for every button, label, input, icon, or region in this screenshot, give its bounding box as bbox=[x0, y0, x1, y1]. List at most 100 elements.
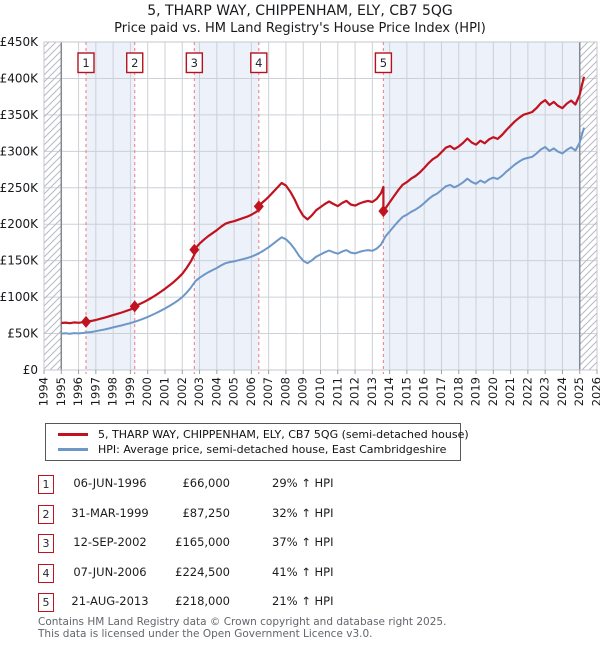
x-tick-label: 2006 bbox=[244, 377, 258, 406]
x-tick-label: 2013 bbox=[365, 377, 379, 406]
sale-date: 12-SEP-2002 bbox=[73, 535, 147, 549]
chart-legend: 5, THARP WAY, CHIPPENHAM, ELY, CB7 5QG (… bbox=[45, 423, 469, 461]
y-axis-labels: £0 £50K £100K £150K £200K £250K £300K £350K £400… bbox=[0, 35, 39, 377]
x-tick-label: 2017 bbox=[434, 377, 448, 406]
x-tick-label: 2024 bbox=[555, 377, 569, 406]
sale-vs-hpi: 37% ↑ HPI bbox=[272, 535, 334, 549]
y-tick-label: £0 bbox=[23, 363, 38, 377]
license-note: Contains HM Land Registry data © Crown c… bbox=[38, 616, 598, 640]
x-tick-label: 2020 bbox=[486, 377, 500, 406]
legend-label-property: 5, THARP WAY, CHIPPENHAM, ELY, CB7 5QG (… bbox=[98, 428, 469, 441]
sale-date: 06-JUN-1996 bbox=[73, 476, 147, 490]
x-tick-label: 2005 bbox=[227, 377, 241, 406]
y-tick-label: £450K bbox=[0, 35, 39, 49]
x-tick-label: 2004 bbox=[209, 377, 223, 406]
x-tick-label: 2009 bbox=[296, 377, 310, 406]
sale-marker-diamond bbox=[80, 315, 91, 328]
sale-vs-hpi: 32% ↑ HPI bbox=[272, 506, 334, 520]
x-tick-label: 2014 bbox=[382, 377, 396, 406]
y-tick-label: £200K bbox=[0, 217, 39, 231]
sale-number-badge: 2 bbox=[38, 505, 54, 524]
legend-row-property: 5, THARP WAY, CHIPPENHAM, ELY, CB7 5QG (… bbox=[52, 427, 469, 442]
x-tick-label: 2026 bbox=[590, 377, 600, 406]
price-history-chart: 1 2 3 4 5 £0 £50K £100K £150K £200K £250K £300K £350… bbox=[0, 35, 600, 406]
ownership-band bbox=[383, 42, 580, 370]
property-line-swatch bbox=[58, 433, 88, 436]
no-data-hatch bbox=[579, 42, 597, 370]
sale-row: 4 07-JUN-2006 £224,500 41% ↑ HPI bbox=[0, 564, 600, 586]
price-paid-line bbox=[61, 76, 586, 325]
sale-marker-diamond bbox=[253, 200, 264, 213]
hpi-line bbox=[61, 127, 585, 335]
sale-price: £218,000 bbox=[175, 594, 230, 608]
x-axis-ticks bbox=[43, 370, 598, 374]
ownership-band bbox=[194, 42, 259, 370]
y-tick-label: £250K bbox=[0, 181, 39, 195]
x-tick-label: 2012 bbox=[348, 377, 362, 406]
x-axis-labels: 1994 1995 1996 1997 1998 1999 2000 2001 2002 2003… bbox=[37, 377, 600, 406]
y-tick-label: £400K bbox=[0, 71, 39, 85]
sale-date: 31-MAR-1999 bbox=[71, 506, 149, 520]
sale-vs-hpi: 41% ↑ HPI bbox=[272, 565, 334, 579]
y-tick-label: £350K bbox=[0, 108, 39, 122]
x-tick-label: 1996 bbox=[71, 377, 85, 406]
x-tick-label: 1999 bbox=[123, 377, 137, 406]
sale-number-badge: 5 bbox=[38, 593, 54, 612]
sale-marker-box bbox=[185, 52, 204, 74]
sale-number-badge: 3 bbox=[38, 534, 54, 553]
x-tick-label: 2002 bbox=[175, 377, 189, 406]
y-tick-label: £50K bbox=[7, 327, 39, 341]
x-tick-label: 1995 bbox=[54, 377, 68, 406]
sale-vs-hpi: 21% ↑ HPI bbox=[272, 594, 334, 608]
sale-marker-box bbox=[374, 52, 393, 74]
license-line-2: This data is licensed under the Open Gov… bbox=[38, 627, 373, 640]
sale-row: 2 31-MAR-1999 £87,250 32% ↑ HPI bbox=[0, 505, 600, 527]
x-tick-label: 2023 bbox=[538, 377, 552, 406]
sale-marker-diamond bbox=[129, 300, 140, 313]
x-tick-label: 2025 bbox=[572, 377, 586, 406]
legend-label-hpi: HPI: Average price, semi-detached house,… bbox=[98, 443, 447, 456]
x-tick-label: 2003 bbox=[192, 377, 206, 406]
y-tick-label: £150K bbox=[0, 254, 39, 268]
x-tick-label: 2001 bbox=[157, 377, 171, 406]
x-tick-label: 2007 bbox=[261, 377, 275, 406]
x-tick-label: 1998 bbox=[106, 377, 120, 406]
sale-date: 07-JUN-2006 bbox=[73, 565, 147, 579]
sale-price: £224,500 bbox=[175, 565, 230, 579]
x-tick-label: 2016 bbox=[417, 377, 431, 406]
sale-row: 1 06-JUN-1996 £66,000 29% ↑ HPI bbox=[0, 475, 600, 497]
sale-price: £165,000 bbox=[175, 535, 230, 549]
sale-row: 3 12-SEP-2002 £165,000 37% ↑ HPI bbox=[0, 534, 600, 556]
x-tick-label: 2010 bbox=[313, 377, 327, 406]
sale-marker-box bbox=[77, 52, 95, 74]
x-tick-label: 1997 bbox=[88, 377, 102, 406]
sale-price: £66,000 bbox=[182, 476, 230, 490]
sale-marker-number: 4 bbox=[255, 56, 262, 70]
y-tick-label: £100K bbox=[0, 290, 39, 304]
sale-row: 5 21-AUG-2013 £218,000 21% ↑ HPI bbox=[0, 593, 600, 615]
sale-number-badge: 1 bbox=[38, 475, 54, 494]
x-tick-label: 2021 bbox=[503, 377, 517, 406]
license-line-1: Contains HM Land Registry data © Crown c… bbox=[38, 616, 447, 628]
sale-number-badge: 4 bbox=[38, 564, 54, 583]
page-title: 5, THARP WAY, CHIPPENHAM, ELY, CB7 5QG bbox=[147, 3, 453, 19]
legend-row-hpi: HPI: Average price, semi-detached house,… bbox=[52, 442, 455, 457]
sale-price: £87,250 bbox=[182, 506, 230, 520]
sale-marker-box bbox=[250, 52, 268, 74]
page-subtitle: Price paid vs. HM Land Registry's House … bbox=[114, 21, 486, 36]
sale-vs-hpi: 29% ↑ HPI bbox=[272, 476, 334, 490]
y-tick-label: £300K bbox=[0, 144, 39, 158]
x-tick-label: 2008 bbox=[278, 377, 292, 406]
sale-marker-diamond bbox=[189, 243, 200, 256]
x-tick-label: 2011 bbox=[330, 377, 344, 406]
sale-marker-number: 3 bbox=[191, 56, 198, 70]
sale-marker-number: 1 bbox=[82, 56, 89, 70]
sale-marker-box bbox=[126, 52, 144, 74]
x-tick-label: 2000 bbox=[140, 377, 154, 406]
sale-marker-diamond bbox=[378, 205, 389, 218]
x-tick-label: 2019 bbox=[469, 377, 483, 406]
x-tick-label: 2018 bbox=[451, 377, 465, 406]
no-data-hatch bbox=[44, 42, 62, 370]
hpi-line-swatch bbox=[58, 448, 88, 451]
